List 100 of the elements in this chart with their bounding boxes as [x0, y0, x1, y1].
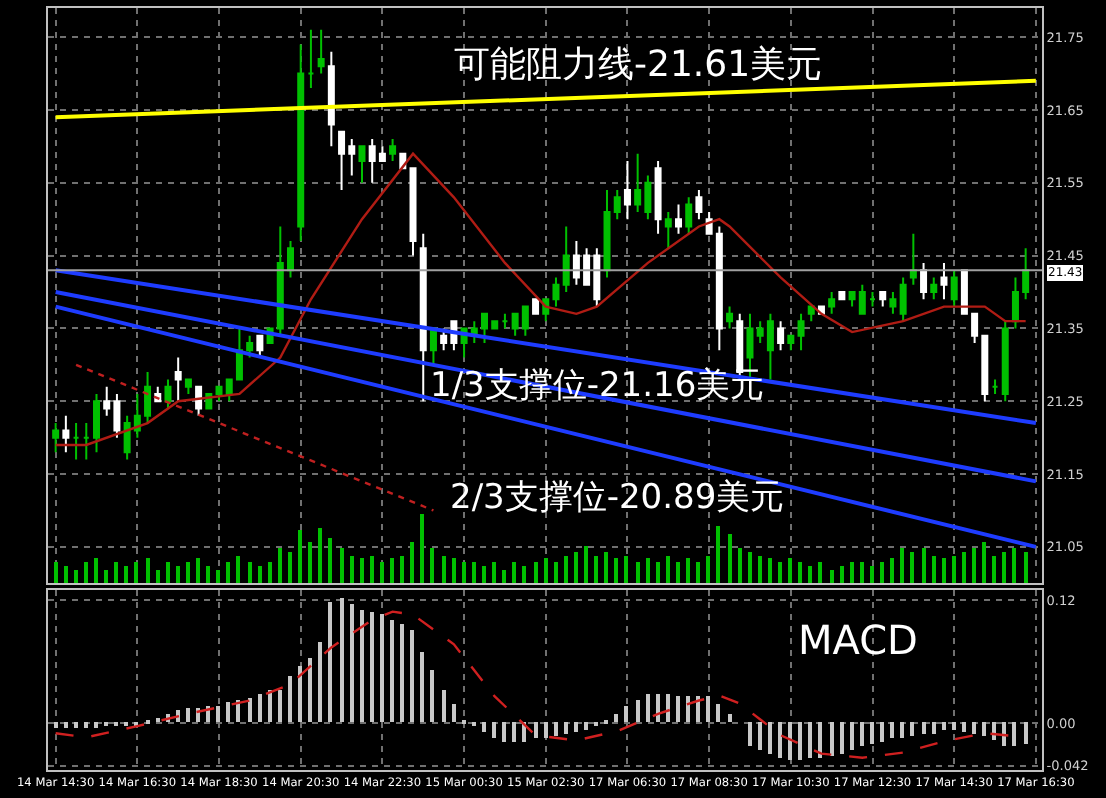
candlestick: [879, 291, 887, 308]
candlestick: [195, 385, 203, 417]
bar: [370, 612, 374, 723]
bar: [666, 556, 670, 584]
candlestick: [389, 138, 397, 162]
bar: [564, 556, 568, 584]
bar: [890, 722, 894, 739]
bar: [992, 556, 996, 584]
candlestick: [695, 189, 703, 221]
bar: [696, 562, 700, 584]
candlestick: [950, 269, 958, 308]
candlestick: [532, 298, 540, 315]
bar: [574, 722, 578, 733]
bar: [318, 528, 322, 584]
bar: [74, 722, 78, 729]
bar: [400, 624, 404, 723]
bar: [84, 722, 88, 729]
bar: [64, 722, 68, 729]
candlestick: [82, 422, 90, 461]
bar: [54, 722, 58, 729]
bar: [534, 562, 538, 584]
candlestick: [93, 392, 100, 454]
bar: [216, 570, 220, 584]
candlestick: [72, 422, 80, 461]
bar: [318, 642, 322, 723]
bar: [114, 562, 118, 584]
bar: [196, 558, 200, 584]
bar: [584, 722, 588, 731]
candlestick: [909, 232, 917, 286]
bar: [452, 704, 456, 723]
candlestick: [174, 356, 182, 403]
bar: [512, 562, 516, 584]
bar: [186, 562, 190, 584]
candlestick: [807, 305, 815, 323]
bar: [462, 562, 466, 584]
bar: [728, 714, 732, 723]
bar: [840, 722, 844, 755]
line-series: [54, 152, 1027, 447]
bar: [544, 722, 548, 739]
bar: [778, 722, 782, 759]
bar: [860, 562, 864, 584]
candlestick: [184, 378, 192, 395]
bar: [410, 630, 414, 723]
bar: [788, 558, 792, 584]
candlestick: [675, 203, 682, 235]
annotation: 2/3支撑位-20.89美元: [450, 478, 785, 518]
bar: [74, 570, 78, 584]
bar: [258, 694, 262, 723]
bar: [808, 566, 812, 584]
bar: [124, 566, 128, 584]
bar: [982, 542, 986, 584]
bar: [922, 548, 926, 584]
bar: [380, 562, 384, 584]
bar: [278, 690, 282, 723]
bar: [258, 566, 262, 584]
annotation: 可能阻力线-21.61美元: [454, 44, 823, 86]
bar: [962, 722, 966, 733]
bar: [298, 666, 302, 723]
bar: [370, 556, 374, 584]
bar: [850, 562, 854, 584]
candlestick: [777, 320, 785, 352]
candlestick: [991, 378, 999, 395]
bar: [614, 558, 618, 584]
bar: [666, 694, 670, 723]
bar: [706, 696, 710, 723]
bar: [1012, 722, 1016, 747]
bar: [808, 722, 812, 759]
bar: [134, 562, 138, 584]
candlestick: [726, 305, 734, 330]
bar: [706, 556, 710, 584]
bar: [430, 548, 434, 584]
bar: [268, 690, 272, 723]
candlestick: [940, 261, 948, 301]
candlestick: [307, 28, 315, 90]
bar: [624, 556, 628, 584]
bar: [932, 722, 936, 735]
bar: [890, 558, 894, 584]
bar: [512, 722, 516, 743]
bar: [248, 698, 252, 723]
bar: [716, 526, 720, 584]
bar: [758, 556, 762, 584]
bar: [830, 570, 834, 584]
bar: [1012, 548, 1016, 584]
bar: [328, 602, 332, 723]
bar: [942, 722, 946, 731]
candlestick: [920, 261, 928, 301]
bar: [778, 562, 782, 584]
bar: [410, 542, 414, 584]
bar: [166, 562, 170, 584]
bar: [360, 558, 364, 584]
bar: [522, 566, 526, 584]
bar: [248, 562, 252, 584]
bar: [146, 558, 150, 584]
bar: [870, 566, 874, 584]
bar: [624, 706, 628, 723]
bar: [922, 722, 926, 735]
bar: [94, 558, 98, 584]
bar: [298, 530, 302, 584]
candlestick: [62, 414, 70, 454]
bar: [502, 570, 506, 584]
